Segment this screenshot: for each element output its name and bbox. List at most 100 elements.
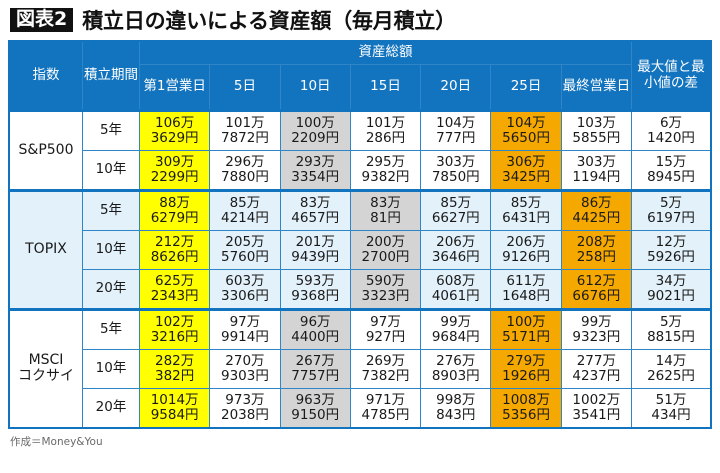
value-cell: 212万 8626円 bbox=[138, 230, 211, 270]
header-col-6: 25日 bbox=[490, 64, 562, 111]
header-col-5: 20日 bbox=[420, 64, 492, 111]
value-man: 86万 bbox=[581, 194, 612, 211]
value-cell: 603万 3306円 bbox=[209, 269, 281, 310]
diff-yen: 6197円 bbox=[647, 210, 695, 226]
value-man: 212万 bbox=[155, 233, 195, 250]
value-cell: 88万 6279円 bbox=[138, 189, 211, 231]
value-yen: 9368円 bbox=[291, 288, 340, 304]
value-cell: 295万 9382円 bbox=[349, 150, 422, 191]
value-man: 963万 bbox=[295, 391, 335, 408]
value-cell: 97万 927円 bbox=[349, 308, 422, 350]
diff-cell: 14万 2625円 bbox=[631, 349, 712, 389]
value-yen: 9382円 bbox=[361, 169, 410, 185]
value-cell: 293万 3354円 bbox=[279, 150, 351, 191]
value-cell: 100万 5171円 bbox=[490, 308, 562, 350]
value-man: 267万 bbox=[295, 352, 335, 369]
header-group-total-assets: 資産総額 bbox=[139, 40, 632, 65]
period-cell: 5年 bbox=[82, 109, 140, 151]
value-cell: 101万 7872円 bbox=[209, 109, 281, 151]
value-man: 282万 bbox=[155, 352, 195, 369]
period-cell: 10年 bbox=[82, 349, 140, 389]
value-man: 590万 bbox=[365, 272, 406, 289]
value-yen: 5855円 bbox=[572, 130, 621, 146]
value-yen: 777円 bbox=[436, 130, 476, 146]
value-yen: 2038円 bbox=[220, 407, 269, 423]
table-row: 10年 309万 2299円 296万 7880円 293万 3354円 295万 9382円 3… bbox=[9, 150, 712, 191]
value-cell: 208万 258円 bbox=[560, 230, 633, 270]
value-yen: 3216円 bbox=[150, 329, 199, 345]
value-cell: 99万 9323円 bbox=[560, 308, 633, 350]
value-yen: 9439円 bbox=[291, 249, 340, 265]
diff-yen: 8815円 bbox=[647, 329, 695, 345]
value-man: 612万 bbox=[576, 272, 616, 289]
header-period: 積立期間 bbox=[82, 40, 140, 111]
table-row: MSCI コクサイ 5年 102万 3216円 97万 9914円 96万 4400円 97万 9… bbox=[8, 308, 712, 429]
value-cell: 200万 2700円 bbox=[349, 230, 422, 270]
value-yen: 6279円 bbox=[150, 210, 199, 226]
value-yen: 258円 bbox=[576, 249, 616, 265]
diff-cell: 34万 9021円 bbox=[631, 269, 712, 310]
value-man: 101万 bbox=[365, 114, 406, 131]
value-cell: 306万 3425円 bbox=[490, 150, 562, 191]
diff-cell: 51万 434円 bbox=[631, 388, 712, 429]
value-cell: 100万 2209円 bbox=[279, 109, 351, 151]
value-yen: 9150円 bbox=[291, 407, 340, 423]
value-man: 593万 bbox=[295, 272, 335, 289]
diff-cell: 12万 5926円 bbox=[631, 230, 712, 270]
value-yen: 382円 bbox=[155, 368, 195, 384]
value-yen: 9323円 bbox=[572, 329, 621, 345]
value-man: 206万 bbox=[436, 233, 476, 250]
value-man: 85万 bbox=[440, 194, 472, 211]
table-row: 10年 282万 382円 270万 9303円 267万 7757円 269万 7382円 27… bbox=[9, 349, 712, 389]
value-man: 208万 bbox=[576, 233, 616, 250]
value-cell: 206万 3646円 bbox=[420, 230, 492, 270]
value-cell: 267万 7757円 bbox=[279, 349, 351, 389]
value-yen: 4657円 bbox=[291, 210, 340, 226]
value-cell: 973万 2038円 bbox=[209, 388, 281, 429]
value-cell: 269万 7382円 bbox=[349, 349, 422, 389]
value-cell: 106万 3629円 bbox=[138, 109, 211, 151]
value-yen: 2700円 bbox=[361, 249, 410, 265]
value-cell: 102万 3216円 bbox=[138, 308, 211, 350]
diff-yen: 434円 bbox=[651, 407, 691, 423]
value-yen: 4237円 bbox=[572, 368, 621, 384]
table-row: S&P500 5年 106万 3629円 101万 7872円 100万 2209円 101万 2… bbox=[8, 109, 712, 191]
value-man: 973万 bbox=[225, 391, 265, 408]
value-man: 279万 bbox=[506, 352, 546, 369]
asset-amount-table: 指数 積立期間 資産総額 最大値と最小値の差 第1営業日 5日 10日 15日 20日 2… bbox=[8, 40, 712, 429]
value-man: 83万 bbox=[370, 194, 401, 211]
value-man: 306万 bbox=[506, 153, 546, 170]
period-cell: 20年 bbox=[82, 269, 140, 310]
value-cell: 590万 3323円 bbox=[349, 269, 422, 310]
page-title: 積立日の違いによる資産額（毎月積立） bbox=[82, 9, 457, 33]
value-yen: 1926円 bbox=[502, 368, 550, 384]
diff-yen: 8945円 bbox=[647, 169, 695, 185]
value-man: 205万 bbox=[225, 233, 265, 250]
diff-man: 5万 bbox=[659, 194, 683, 211]
value-man: 303万 bbox=[436, 153, 476, 170]
value-yen: 1648円 bbox=[502, 288, 550, 304]
value-man: 276万 bbox=[436, 352, 476, 369]
value-man: 270万 bbox=[225, 352, 265, 369]
value-man: 100万 bbox=[295, 114, 335, 131]
figure-number-badge: 図表2 bbox=[10, 7, 74, 33]
value-yen: 3323円 bbox=[361, 288, 410, 304]
value-yen: 4785円 bbox=[361, 407, 410, 423]
diff-cell: 6万 1420円 bbox=[631, 109, 712, 151]
value-man: 99万 bbox=[440, 313, 472, 330]
value-man: 100万 bbox=[506, 313, 546, 330]
value-man: 603万 bbox=[225, 272, 265, 289]
value-cell: 103万 5855円 bbox=[560, 109, 633, 151]
value-cell: 104万 5650円 bbox=[490, 109, 562, 151]
value-cell: 101万 286円 bbox=[349, 109, 422, 151]
value-cell: 270万 9303円 bbox=[209, 349, 281, 389]
value-yen: 7872円 bbox=[220, 130, 269, 146]
header-col-4: 15日 bbox=[349, 64, 422, 111]
value-man: 293万 bbox=[295, 153, 335, 170]
value-man: 97万 bbox=[229, 313, 261, 330]
diff-man: 6万 bbox=[659, 114, 683, 131]
value-cell: 608万 4061円 bbox=[420, 269, 492, 310]
value-yen: 6627円 bbox=[431, 210, 480, 226]
diff-man: 12万 bbox=[655, 233, 687, 250]
